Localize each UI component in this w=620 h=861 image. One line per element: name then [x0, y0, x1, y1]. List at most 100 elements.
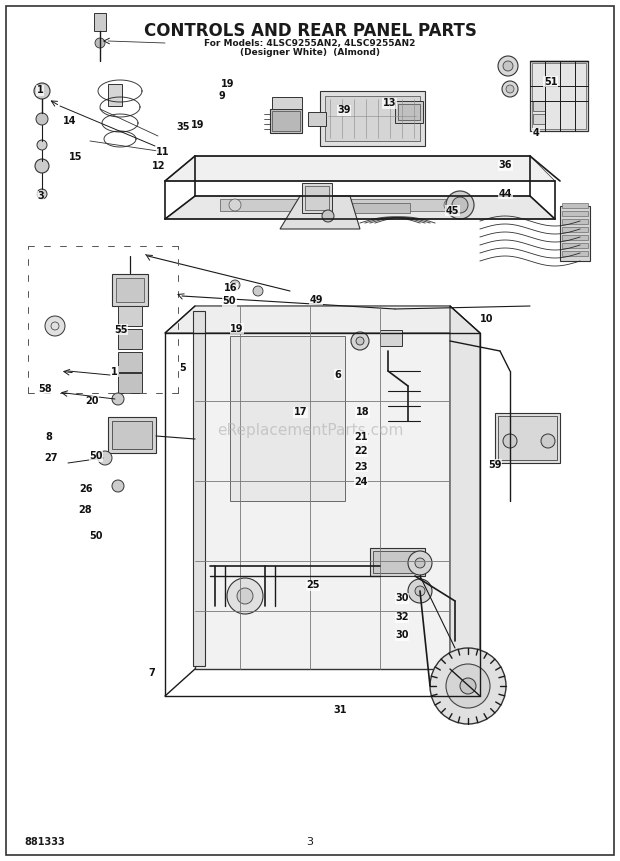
- Text: For Models: 4LSC9255AN2, 4LSC9255AN2: For Models: 4LSC9255AN2, 4LSC9255AN2: [205, 39, 415, 47]
- Bar: [398, 104, 420, 120]
- Bar: [562, 203, 588, 208]
- Bar: [112, 421, 152, 449]
- Circle shape: [408, 551, 432, 575]
- Text: 39: 39: [337, 105, 351, 115]
- Bar: [560, 206, 590, 261]
- Text: 27: 27: [44, 453, 58, 463]
- Bar: [370, 548, 425, 576]
- Circle shape: [460, 678, 476, 694]
- Text: 58: 58: [38, 384, 51, 394]
- Text: 23: 23: [354, 461, 368, 472]
- Bar: [118, 352, 142, 372]
- Circle shape: [541, 434, 555, 448]
- Bar: [532, 63, 586, 129]
- Text: 15: 15: [69, 152, 82, 162]
- Circle shape: [37, 189, 47, 199]
- Bar: [305, 186, 329, 210]
- Text: 24: 24: [354, 477, 368, 487]
- Circle shape: [430, 648, 506, 724]
- Text: 50: 50: [89, 530, 103, 541]
- Bar: [373, 551, 422, 573]
- Text: eReplacementParts.com: eReplacementParts.com: [217, 423, 403, 438]
- Circle shape: [229, 199, 241, 211]
- Text: 36: 36: [498, 160, 512, 170]
- Text: 45: 45: [446, 206, 459, 216]
- Circle shape: [230, 280, 240, 290]
- Text: 22: 22: [354, 446, 368, 456]
- Bar: [495, 413, 560, 463]
- Bar: [94, 13, 106, 31]
- Text: 7: 7: [149, 668, 155, 678]
- Text: 11: 11: [156, 147, 170, 158]
- Bar: [272, 111, 300, 131]
- Circle shape: [356, 337, 364, 345]
- Bar: [108, 417, 156, 453]
- Circle shape: [322, 210, 334, 222]
- Circle shape: [446, 191, 474, 219]
- Circle shape: [452, 197, 468, 213]
- Circle shape: [227, 578, 263, 614]
- Bar: [533, 101, 545, 111]
- Bar: [562, 211, 588, 216]
- Circle shape: [95, 38, 105, 48]
- Circle shape: [408, 579, 432, 603]
- Text: 30: 30: [395, 593, 409, 604]
- Text: (Designer White)  (Almond): (Designer White) (Almond): [240, 48, 380, 57]
- Text: 35: 35: [176, 122, 190, 133]
- Polygon shape: [450, 306, 480, 696]
- Text: 19: 19: [230, 324, 244, 334]
- Bar: [112, 274, 148, 306]
- Circle shape: [34, 83, 50, 99]
- Circle shape: [506, 85, 514, 93]
- Circle shape: [36, 113, 48, 125]
- Bar: [230, 336, 345, 501]
- Circle shape: [444, 199, 456, 211]
- Polygon shape: [165, 306, 480, 333]
- Text: 50: 50: [89, 451, 103, 461]
- Circle shape: [502, 81, 518, 97]
- Bar: [325, 96, 420, 141]
- Bar: [302, 183, 332, 213]
- Text: 8: 8: [45, 431, 52, 442]
- Bar: [195, 306, 450, 669]
- Bar: [498, 416, 557, 460]
- Bar: [533, 114, 545, 124]
- Bar: [562, 219, 588, 224]
- Circle shape: [446, 664, 490, 708]
- Bar: [395, 101, 423, 123]
- Bar: [530, 61, 588, 131]
- Circle shape: [35, 159, 49, 173]
- Circle shape: [237, 588, 253, 604]
- Bar: [320, 91, 425, 146]
- Text: 25: 25: [306, 580, 320, 591]
- Text: 16: 16: [224, 283, 237, 294]
- Bar: [562, 243, 588, 248]
- Text: 51: 51: [544, 77, 557, 87]
- Circle shape: [253, 286, 263, 296]
- Text: 6: 6: [335, 369, 341, 380]
- Text: CONTROLS AND REAR PANEL PARTS: CONTROLS AND REAR PANEL PARTS: [144, 22, 476, 40]
- Circle shape: [415, 558, 425, 568]
- Text: 881333: 881333: [25, 837, 66, 847]
- Bar: [116, 278, 144, 302]
- Bar: [108, 84, 122, 106]
- Bar: [193, 311, 205, 666]
- Bar: [118, 373, 142, 393]
- Bar: [562, 235, 588, 240]
- Circle shape: [37, 140, 47, 150]
- Text: 9: 9: [219, 91, 225, 102]
- Text: 28: 28: [79, 505, 92, 515]
- Text: 44: 44: [498, 189, 512, 199]
- Text: 5: 5: [180, 362, 186, 373]
- Bar: [118, 329, 142, 349]
- Text: 50: 50: [223, 296, 236, 307]
- Circle shape: [415, 586, 425, 596]
- Text: 21: 21: [354, 432, 368, 443]
- Text: 59: 59: [488, 460, 502, 470]
- Text: 1: 1: [37, 85, 43, 96]
- Text: 18: 18: [356, 407, 370, 418]
- Bar: [562, 227, 588, 232]
- Text: 19: 19: [191, 120, 205, 130]
- Text: 31: 31: [333, 705, 347, 715]
- Text: 4: 4: [533, 128, 539, 139]
